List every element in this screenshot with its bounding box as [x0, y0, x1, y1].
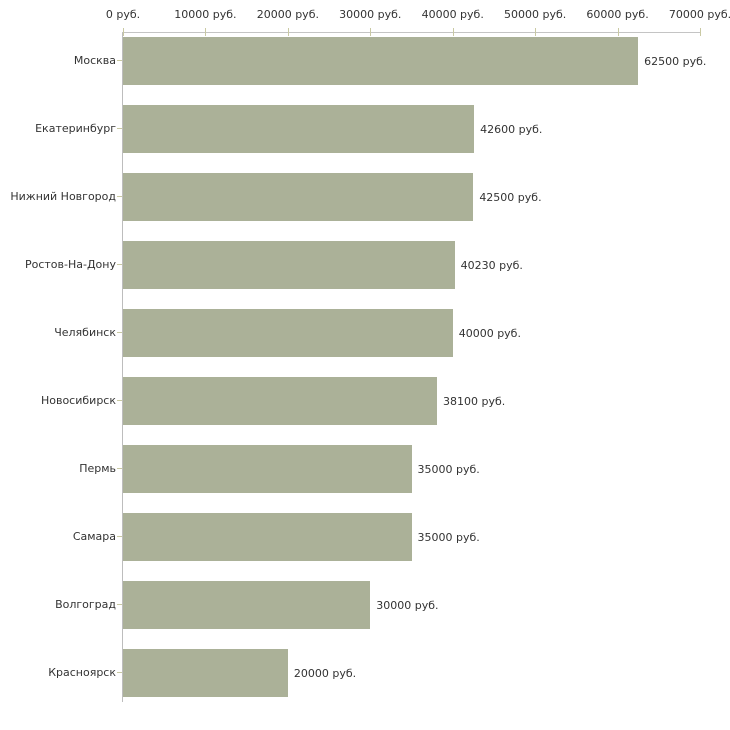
bars-container: 62500 руб. 42600 руб. 42500 руб. 40230 руб.… [123, 37, 706, 717]
bar-row: 38100 руб. [123, 377, 700, 425]
x-tick-label: 10000 руб. [174, 8, 237, 21]
bar-row: 42600 руб. [123, 105, 700, 153]
bar-value-label: 35000 руб. [417, 530, 480, 544]
y-tick [117, 400, 122, 401]
y-axis-label: Волгоград [55, 597, 116, 611]
bar-value-label: 30000 руб. [376, 598, 439, 612]
y-axis-label: Москва [73, 53, 116, 67]
bar [123, 581, 371, 629]
y-tick [117, 468, 122, 469]
bar-value-label: 40230 руб. [460, 258, 523, 272]
x-tick-label: 70000 руб. [668, 8, 730, 21]
x-tick-label: 50000 руб. [504, 8, 567, 21]
y-axis-label: Пермь [79, 461, 116, 475]
bar-value-label: 62500 руб. [644, 54, 707, 68]
y-axis-label: Ростов-На-Дону [24, 257, 116, 271]
bar-row: 40000 руб. [123, 309, 700, 357]
y-axis-label: Красноярск [48, 665, 116, 679]
bar-row: 62500 руб. [123, 37, 706, 85]
bar [123, 445, 412, 493]
bar-row: 42500 руб. [123, 173, 700, 221]
bar-value-label: 20000 руб. [293, 666, 357, 680]
bar-value-label: 42500 руб. [479, 190, 542, 204]
y-tick [117, 196, 122, 197]
y-axis-label: Екатеринбург [35, 121, 116, 135]
x-tick-label: 20000 руб. [256, 8, 319, 21]
x-tick [123, 28, 124, 36]
bar [123, 309, 453, 357]
x-tick [370, 28, 372, 36]
bar-value-label: 35000 руб. [417, 462, 480, 476]
y-tick [117, 672, 122, 673]
bar-row: 35000 руб. [123, 445, 700, 493]
bar [123, 241, 455, 289]
x-tick [617, 28, 619, 36]
x-tick [205, 28, 207, 36]
x-tick [700, 28, 701, 36]
y-axis-label: Нижний Новгород [10, 189, 116, 203]
bar-row: 20000 руб. [123, 649, 700, 697]
x-tick-label: 60000 руб. [586, 8, 649, 21]
bar-row: 40230 руб. [123, 241, 700, 289]
x-tick [287, 28, 289, 36]
bar-value-label: 40000 руб. [458, 326, 521, 340]
y-tick [117, 332, 122, 333]
y-axis-label: Самара [72, 529, 116, 543]
x-tick-label: 30000 руб. [339, 8, 402, 21]
bar-value-label: 42600 руб. [480, 122, 543, 136]
bar [123, 513, 412, 561]
x-tick-label: 40000 руб. [421, 8, 484, 21]
y-tick [117, 604, 122, 605]
y-tick [117, 264, 122, 265]
y-tick [117, 128, 122, 129]
y-tick [117, 536, 122, 537]
plot-area: 0 руб. 10000 руб. 20000 руб. 30000 руб. 4000… [106, 8, 730, 702]
bar-value-label: 38100 руб. [443, 394, 506, 408]
bar [123, 377, 438, 425]
x-tick [452, 28, 454, 36]
bar [123, 105, 475, 153]
x-tick [535, 28, 537, 36]
y-axis-label: Новосибирск [40, 393, 116, 407]
bar [123, 649, 288, 697]
y-tick [117, 60, 122, 61]
bar-row: 30000 руб. [123, 581, 700, 629]
x-tick-label: 0 руб. [105, 8, 141, 21]
bar [123, 173, 474, 221]
bar-row: 35000 руб. [123, 513, 700, 561]
bar [123, 37, 639, 85]
y-axis-label: Челябинск [54, 325, 116, 339]
